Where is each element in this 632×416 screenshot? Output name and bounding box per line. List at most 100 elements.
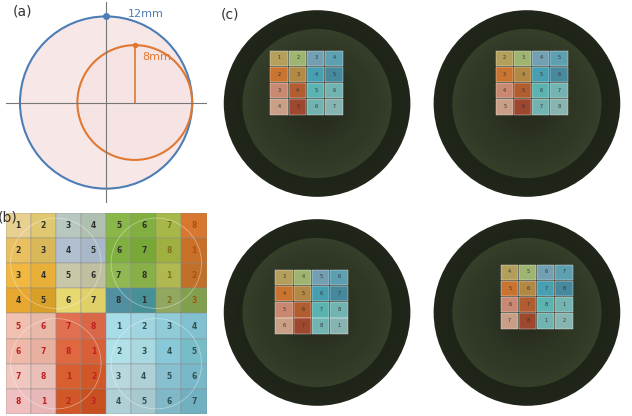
Circle shape (502, 79, 552, 129)
Circle shape (468, 253, 586, 371)
Text: 3: 3 (283, 275, 286, 280)
Circle shape (252, 247, 382, 378)
Bar (325, 83, 343, 99)
Text: 1: 1 (141, 297, 147, 305)
Text: 4: 4 (166, 347, 171, 356)
Bar (56, 314, 81, 339)
Text: 7: 7 (191, 397, 197, 406)
Circle shape (261, 47, 373, 159)
Bar (312, 286, 329, 301)
Text: 6: 6 (116, 246, 121, 255)
Circle shape (446, 232, 608, 394)
Bar (181, 263, 207, 288)
Bar (550, 67, 568, 82)
Text: 5: 5 (540, 72, 543, 77)
Text: 5: 5 (315, 88, 318, 93)
Circle shape (468, 45, 586, 163)
Bar (156, 263, 181, 288)
Bar (106, 213, 131, 238)
Circle shape (258, 45, 376, 163)
Text: 7: 7 (166, 221, 171, 230)
Circle shape (511, 297, 542, 328)
Circle shape (243, 29, 392, 178)
Text: 6: 6 (66, 297, 71, 305)
Circle shape (496, 281, 558, 344)
Circle shape (461, 247, 592, 378)
Circle shape (264, 51, 370, 156)
Text: 3: 3 (191, 297, 197, 305)
Circle shape (518, 303, 537, 322)
Text: 5: 5 (296, 104, 300, 109)
Text: 8: 8 (558, 104, 561, 109)
Circle shape (471, 47, 583, 159)
Circle shape (286, 281, 348, 344)
Text: 4: 4 (116, 397, 121, 406)
Circle shape (511, 88, 542, 119)
Text: 1: 1 (563, 302, 566, 307)
Bar (501, 281, 518, 296)
Text: 7: 7 (91, 297, 96, 305)
Bar (56, 288, 81, 314)
Circle shape (233, 20, 401, 188)
Text: 5: 5 (521, 88, 525, 93)
Bar (501, 313, 518, 329)
Text: 3: 3 (40, 246, 46, 255)
Text: 6: 6 (191, 372, 197, 381)
Circle shape (227, 13, 407, 194)
Bar (181, 364, 207, 389)
Circle shape (477, 54, 577, 153)
Circle shape (505, 291, 549, 334)
Bar (131, 364, 156, 389)
Text: 3: 3 (315, 55, 318, 60)
Circle shape (245, 241, 389, 384)
Text: 2: 2 (16, 246, 21, 255)
Circle shape (518, 94, 537, 113)
Text: 4: 4 (191, 322, 197, 331)
Circle shape (305, 91, 329, 116)
Bar (156, 389, 181, 414)
Circle shape (245, 32, 389, 175)
Circle shape (301, 297, 332, 328)
Bar (537, 281, 554, 296)
Bar (556, 265, 573, 280)
Circle shape (308, 94, 326, 113)
Bar (81, 339, 106, 364)
Text: 5: 5 (508, 286, 511, 291)
Circle shape (514, 91, 539, 116)
Bar (106, 389, 131, 414)
Bar (156, 213, 181, 238)
Circle shape (255, 41, 379, 166)
Bar (294, 318, 311, 334)
Circle shape (474, 260, 580, 365)
Bar (532, 83, 549, 99)
Bar (6, 389, 31, 414)
Text: 5: 5 (526, 270, 530, 275)
Text: 2: 2 (503, 55, 506, 60)
Circle shape (261, 257, 373, 369)
Text: 2: 2 (116, 347, 121, 356)
Text: 5: 5 (320, 275, 323, 280)
Text: 6: 6 (545, 270, 548, 275)
Text: 8: 8 (320, 323, 323, 328)
Text: 12mm: 12mm (128, 9, 164, 19)
Circle shape (252, 38, 382, 169)
Circle shape (230, 225, 404, 400)
Circle shape (483, 269, 571, 356)
Circle shape (289, 285, 345, 340)
Circle shape (496, 72, 558, 135)
Bar (181, 339, 207, 364)
Circle shape (483, 60, 571, 147)
Text: 7: 7 (320, 307, 323, 312)
Bar (156, 238, 181, 263)
Bar (181, 238, 207, 263)
Circle shape (459, 244, 595, 381)
Bar (6, 263, 31, 288)
Circle shape (456, 32, 599, 175)
Text: 6: 6 (521, 104, 525, 109)
Circle shape (490, 66, 564, 141)
Text: 4: 4 (540, 55, 543, 60)
Circle shape (508, 85, 545, 122)
Circle shape (311, 306, 324, 319)
Bar (514, 99, 531, 115)
Circle shape (524, 100, 530, 106)
